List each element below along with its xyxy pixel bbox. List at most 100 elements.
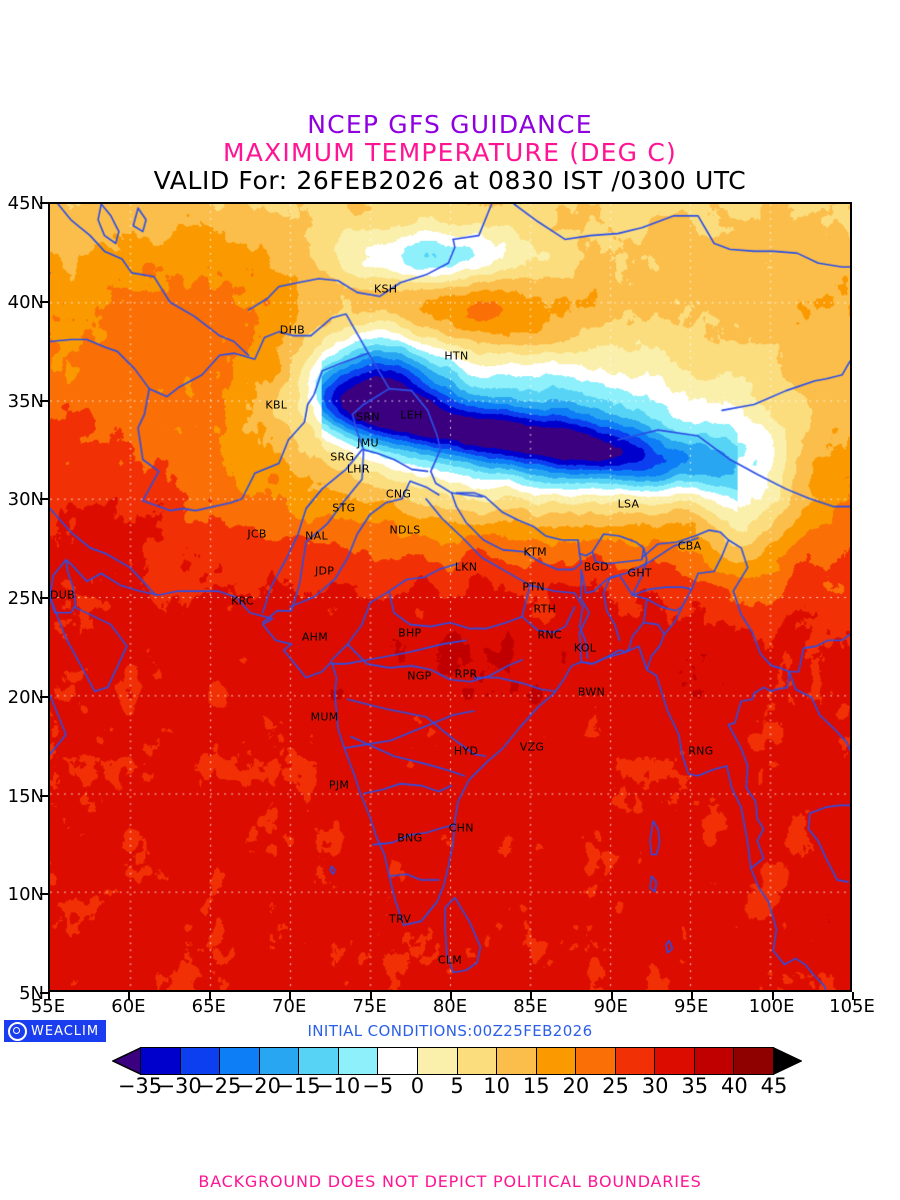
city-label: NAL bbox=[305, 529, 328, 543]
colorbar-tick-label: −25 bbox=[197, 1074, 242, 1098]
city-label: DUB bbox=[49, 588, 75, 602]
city-label: RPR bbox=[454, 667, 478, 681]
x-axis-tick bbox=[771, 992, 774, 1000]
city-label: LSA bbox=[617, 497, 640, 511]
city-label: HYD bbox=[453, 744, 479, 758]
colorbar-swatch bbox=[497, 1048, 537, 1074]
city-label: NDLS bbox=[389, 523, 421, 537]
y-axis-label: 35N bbox=[7, 390, 44, 412]
colorbar-swatch bbox=[338, 1048, 379, 1074]
chart-subtitle: MAXIMUM TEMPERATURE (DEG C) bbox=[223, 138, 677, 167]
x-axis-label: 75E bbox=[352, 996, 387, 1017]
colorbar-swatch bbox=[536, 1048, 577, 1074]
city-label: BWN bbox=[577, 685, 606, 699]
city-label: LEH bbox=[400, 408, 423, 422]
colorbar-swatch bbox=[259, 1048, 300, 1074]
city-label: TRV bbox=[389, 912, 412, 926]
colorbar-tick-label: −5 bbox=[362, 1074, 394, 1098]
y-axis-label: 5N bbox=[19, 983, 44, 1004]
city-label: JMU bbox=[357, 436, 379, 450]
x-axis-tick bbox=[691, 992, 694, 1000]
y-axis-tick bbox=[40, 597, 48, 599]
colorbar-swatch bbox=[457, 1048, 498, 1074]
city-label: KRC bbox=[231, 594, 255, 608]
city-label: CNG bbox=[385, 487, 412, 501]
colorbar-swatch bbox=[576, 1048, 616, 1074]
city-label: SRG bbox=[330, 450, 355, 464]
colorbar-tick-label: 15 bbox=[522, 1074, 550, 1098]
chart-title-block: NCEP GFS GUIDANCE MAXIMUM TEMPERATURE (D… bbox=[0, 112, 900, 193]
x-axis-label: 60E bbox=[111, 996, 146, 1017]
y-axis-tick bbox=[40, 202, 48, 204]
colorbar-swatches bbox=[140, 1047, 774, 1075]
colorbar-tick-label: −35 bbox=[117, 1074, 163, 1098]
x-axis-tick bbox=[289, 992, 292, 1000]
colorbar-swatch bbox=[141, 1048, 181, 1074]
x-axis-label: 85E bbox=[513, 996, 548, 1017]
colorbar-tick-label: 10 bbox=[483, 1074, 510, 1098]
city-label: PTN bbox=[522, 580, 545, 594]
colorbar-tick-label: −30 bbox=[157, 1074, 202, 1098]
city-label: RNC bbox=[537, 628, 562, 642]
x-axis-tick bbox=[530, 992, 533, 1000]
y-axis-tick bbox=[40, 399, 48, 402]
city-label: KBL bbox=[265, 398, 288, 412]
city-label: STG bbox=[332, 501, 356, 515]
initial-conditions-label: INITIAL CONDITIONS:00Z25FEB2026 bbox=[307, 1022, 593, 1040]
page-title: NCEP GFS GUIDANCE bbox=[307, 110, 593, 139]
city-label: KSH bbox=[373, 282, 398, 296]
colorbar-tick-label: 45 bbox=[760, 1074, 788, 1098]
colorbar-swatch bbox=[417, 1048, 458, 1074]
colorbar-under-arrow-icon bbox=[112, 1047, 141, 1075]
city-label: LHR bbox=[346, 462, 370, 476]
city-label: GHT bbox=[627, 566, 652, 580]
x-axis-label: 90E bbox=[593, 996, 628, 1017]
y-axis-tick bbox=[40, 498, 48, 501]
colorbar bbox=[112, 1047, 802, 1075]
city-label: CBA bbox=[677, 539, 702, 553]
city-label: JCB bbox=[247, 527, 267, 541]
city-label: NGP bbox=[407, 669, 432, 683]
colorbar-swatch bbox=[615, 1048, 656, 1074]
x-axis-label: 105E bbox=[829, 996, 875, 1017]
map-canvas bbox=[50, 204, 850, 990]
colorbar-tick-label: 25 bbox=[602, 1074, 629, 1098]
x-axis-label: 70E bbox=[272, 996, 307, 1017]
x-axis-tick bbox=[610, 992, 613, 1000]
city-label: BHP bbox=[398, 626, 422, 640]
colorbar-over-arrow-icon bbox=[773, 1047, 802, 1075]
city-label: RTH bbox=[533, 602, 557, 616]
colorbar-swatch bbox=[734, 1048, 773, 1074]
disclaimer-note: BACKGROUND DOES NOT DEPICT POLITICAL BOU… bbox=[198, 1172, 702, 1191]
colorbar-tick-label: 30 bbox=[641, 1074, 669, 1098]
colorbar-swatch bbox=[180, 1048, 221, 1074]
y-axis-label: 25N bbox=[7, 588, 44, 609]
temperature-map[interactable] bbox=[48, 202, 852, 992]
y-axis-tick bbox=[40, 794, 48, 797]
y-axis-tick bbox=[40, 695, 48, 698]
colorbar-tick-label: −20 bbox=[236, 1074, 282, 1098]
colorbar-tick-label: 5 bbox=[450, 1074, 464, 1098]
colorbar-swatch bbox=[694, 1048, 735, 1074]
city-label: KTM bbox=[523, 545, 547, 559]
y-axis-tick bbox=[40, 893, 48, 896]
y-axis-label: 15N bbox=[7, 785, 44, 807]
x-axis-label: 100E bbox=[748, 996, 795, 1017]
y-axis-label: 40N bbox=[7, 291, 44, 313]
x-axis-tick bbox=[128, 992, 131, 1000]
y-axis-label: 45N bbox=[7, 193, 44, 214]
x-axis-tick bbox=[208, 992, 211, 1000]
x-axis-tick bbox=[48, 992, 50, 1000]
colorbar-tick-label: 35 bbox=[681, 1074, 709, 1098]
x-axis-label: 55E bbox=[30, 996, 66, 1017]
valid-time-label: VALID For: 26FEB2026 at 0830 IST /0300 U… bbox=[153, 166, 747, 195]
city-label: PJM bbox=[328, 778, 350, 792]
city-label: VZG bbox=[519, 740, 545, 754]
colorbar-tick-labels: −35 −30 −25 −20 −15 −10 −5 0 5 10 15 20 25 30 35 40 45 bbox=[112, 1074, 802, 1100]
y-axis-tick bbox=[40, 300, 48, 303]
city-label: JDP bbox=[314, 564, 335, 578]
x-axis-label: 65E bbox=[191, 996, 226, 1017]
colorbar-tick-label: 40 bbox=[721, 1074, 748, 1098]
weaclim-ring-icon bbox=[8, 1021, 27, 1041]
city-label: DHB bbox=[279, 323, 306, 337]
